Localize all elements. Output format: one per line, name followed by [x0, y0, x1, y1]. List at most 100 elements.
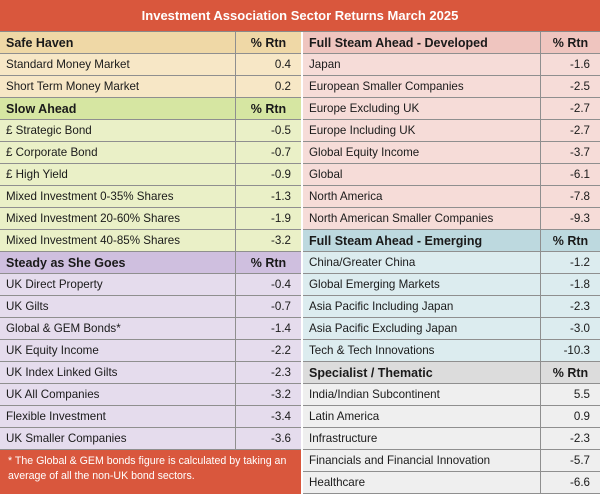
table-row: UK Index Linked Gilts -2.3 [0, 362, 301, 384]
section-title: Steady as She Goes [6, 255, 126, 270]
table-row: £ Corporate Bond -0.7 [0, 142, 301, 164]
sector-return: 0.9 [540, 406, 600, 427]
sector-name: Latin America [309, 410, 380, 423]
table-row: Global Equity Income -3.7 [303, 142, 600, 164]
sector-name: Mixed Investment 20-60% Shares [6, 212, 180, 225]
sector-name: European Smaller Companies [309, 80, 464, 93]
table-row: UK Direct Property -0.4 [0, 274, 301, 296]
sector-return: -2.3 [235, 362, 301, 383]
sector-return: -1.9 [235, 208, 301, 229]
sector-return: -2.7 [540, 98, 600, 119]
table-row: North America -7.8 [303, 186, 600, 208]
table-row: £ Strategic Bond -0.5 [0, 120, 301, 142]
table-row: Global Emerging Markets -1.8 [303, 274, 600, 296]
sector-name: Global Emerging Markets [309, 278, 440, 291]
table-row: UK Smaller Companies -3.6 [0, 428, 301, 450]
table-row: Global & GEM Bonds* -1.4 [0, 318, 301, 340]
sector-name: Global & GEM Bonds* [6, 322, 121, 335]
sector-name: £ Strategic Bond [6, 124, 92, 137]
sector-name: Tech & Tech Innovations [309, 344, 435, 357]
safe-haven-rows: Standard Money Market 0.4 Short Term Money… [0, 54, 301, 98]
sector-return: -1.3 [235, 186, 301, 207]
section-header-specialist: Specialist / Thematic % Rtn [303, 362, 600, 384]
sector-name: Mixed Investment 0-35% Shares [6, 190, 174, 203]
table-row: UK All Companies -3.2 [0, 384, 301, 406]
sector-name: Flexible Investment [6, 410, 106, 423]
table-row: £ High Yield -0.9 [0, 164, 301, 186]
sector-name: Europe Including UK [309, 124, 416, 137]
sector-name: China/Greater China [309, 256, 416, 269]
section-header-slow-ahead: Slow Ahead % Rtn [0, 98, 301, 120]
table-row: European Smaller Companies -2.5 [303, 76, 600, 98]
sector-name: Asia Pacific Excluding Japan [309, 322, 458, 335]
sector-name: Europe Excluding UK [309, 102, 420, 115]
sector-return: -6.1 [540, 164, 600, 185]
sector-return: -9.3 [540, 208, 600, 229]
table-row: Tech & Tech Innovations -10.3 [303, 340, 600, 362]
table-row: Infrastructure -2.3 [303, 428, 600, 450]
sector-name: Healthcare [309, 476, 366, 489]
slow-ahead-rows: £ Strategic Bond -0.5 £ Corporate Bond -0.7… [0, 120, 301, 252]
table-row: Asia Pacific Excluding Japan -3.0 [303, 318, 600, 340]
page-title: Investment Association Sector Returns Ma… [0, 0, 600, 32]
sector-return: -2.7 [540, 120, 600, 141]
table-row: Mixed Investment 20-60% Shares -1.9 [0, 208, 301, 230]
sector-tables: Safe Haven % Rtn Standard Money Market 0.… [0, 32, 600, 494]
table-row: India/Indian Subcontinent 5.5 [303, 384, 600, 406]
column-header-return: % Rtn [235, 98, 301, 119]
developed-rows: Japan -1.6 European Smaller Companies -2.5 E… [303, 54, 600, 230]
sector-name: UK Equity Income [6, 344, 99, 357]
sector-name: Standard Money Market [6, 58, 130, 71]
sector-return: -3.2 [235, 384, 301, 405]
section-title: Safe Haven [6, 35, 74, 50]
column-header-return: % Rtn [540, 230, 600, 251]
sector-name: UK Gilts [6, 300, 49, 313]
sector-return: 0.4 [235, 54, 301, 75]
section-title: Specialist / Thematic [309, 365, 433, 380]
table-row: Europe Excluding UK -2.7 [303, 98, 600, 120]
table-row: North American Smaller Companies -9.3 [303, 208, 600, 230]
sector-return: -2.3 [540, 428, 600, 449]
sector-return: -0.7 [235, 296, 301, 317]
sector-return: -7.8 [540, 186, 600, 207]
table-row: Japan -1.6 [303, 54, 600, 76]
section-header-steady: Steady as She Goes % Rtn [0, 252, 301, 274]
table-row: Asia Pacific Including Japan -2.3 [303, 296, 600, 318]
sector-return: -1.4 [235, 318, 301, 339]
sector-name: Infrastructure [309, 432, 378, 445]
sector-return: -6.6 [540, 472, 600, 493]
table-row: Standard Money Market 0.4 [0, 54, 301, 76]
sector-return: -1.8 [540, 274, 600, 295]
sector-return: -1.6 [540, 54, 600, 75]
right-column: Full Steam Ahead - Developed % Rtn Japan… [303, 32, 600, 494]
sector-return: -0.9 [235, 164, 301, 185]
sector-return: -1.2 [540, 252, 600, 273]
table-row: UK Equity Income -2.2 [0, 340, 301, 362]
table-row: Europe Including UK -2.7 [303, 120, 600, 142]
sector-name: North American Smaller Companies [309, 212, 494, 225]
emerging-rows: China/Greater China -1.2 Global Emerging M… [303, 252, 600, 362]
sector-return: -3.6 [235, 428, 301, 449]
sector-name: North America [309, 190, 383, 203]
sector-name: Global Equity Income [309, 146, 420, 159]
table-row: China/Greater China -1.2 [303, 252, 600, 274]
table-row: Short Term Money Market 0.2 [0, 76, 301, 98]
sector-return: -0.4 [235, 274, 301, 295]
sector-name: UK Direct Property [6, 278, 103, 291]
section-header-emerging: Full Steam Ahead - Emerging % Rtn [303, 230, 600, 252]
sector-name: Financials and Financial Innovation [309, 454, 491, 467]
sector-return: -10.3 [540, 340, 600, 361]
sector-return: -3.2 [235, 230, 301, 251]
table-row: Mixed Investment 0-35% Shares -1.3 [0, 186, 301, 208]
sector-return: -2.3 [540, 296, 600, 317]
section-title: Full Steam Ahead - Developed [309, 35, 488, 50]
specialist-rows: India/Indian Subcontinent 5.5 Latin Americ… [303, 384, 600, 494]
sector-name: UK All Companies [6, 388, 100, 401]
column-header-return: % Rtn [540, 32, 600, 53]
sector-return: 5.5 [540, 384, 600, 405]
sector-name: UK Smaller Companies [6, 432, 127, 445]
sector-name: £ Corporate Bond [6, 146, 98, 159]
table-row: Financials and Financial Innovation -5.7 [303, 450, 600, 472]
table-row: Latin America 0.9 [303, 406, 600, 428]
sector-name: Short Term Money Market [6, 80, 140, 93]
